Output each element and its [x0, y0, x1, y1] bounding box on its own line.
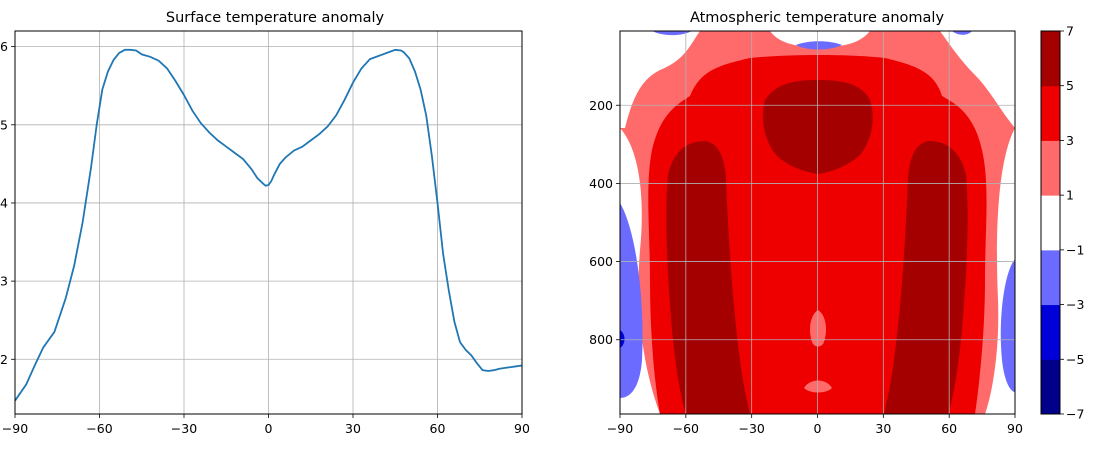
- contour-level-neg3-to-neg1: [652, 31, 692, 36]
- y-tick-label: 5: [0, 117, 8, 132]
- x-tick-label: −90: [2, 421, 28, 436]
- colorbar-segment: [1041, 140, 1060, 196]
- x-tick-label: −60: [673, 421, 699, 436]
- contour-level-neg1-to-1: [770, 31, 870, 47]
- contour-level-neg5-to-neg3: [620, 330, 625, 348]
- colorbar: −7 −5 −3 −1 1 3 5 7: [1040, 24, 1084, 422]
- atmospheric-ticks: −90 −60 −30 0 30 60 90 200 400 600 800: [589, 98, 1023, 436]
- contour-level-1-to-3: [810, 310, 826, 347]
- x-tick-label: 90: [1007, 421, 1023, 436]
- surface-chart: Surface temperature anomaly −90 −60 −30 0 30…: [0, 10, 530, 436]
- x-tick-label: 0: [814, 421, 822, 436]
- x-tick-label: −90: [607, 421, 633, 436]
- y-tick-label: 3: [0, 274, 8, 289]
- x-tick-label: −30: [171, 421, 197, 436]
- y-tick-label: 800: [589, 332, 613, 347]
- surface-ticks: −90 −60 −30 0 30 60 90 2 3 4 5 6: [0, 39, 530, 436]
- contour-level-neg3-to-neg1: [796, 41, 842, 50]
- contour-level-neg1-to-1: [940, 31, 1015, 128]
- y-tick-label: 2: [0, 352, 8, 367]
- contour-level-neg3-to-neg1: [952, 31, 972, 35]
- x-tick-label: 60: [941, 421, 957, 436]
- y-tick-label: 4: [0, 195, 8, 210]
- colorbar-frame: [1040, 30, 1061, 415]
- colorbar-tick-label: −1: [1066, 242, 1084, 257]
- x-tick-label: 90: [514, 421, 530, 436]
- contour-field: [620, 31, 1015, 414]
- atmospheric-chart: Atmospheric temperature anomaly: [589, 10, 1023, 436]
- y-tick-label: 6: [0, 39, 8, 54]
- colorbar-segment: [1041, 195, 1060, 251]
- contour-level-neg3-to-neg1: [1000, 259, 1015, 392]
- colorbar-tick-label: −3: [1066, 297, 1084, 312]
- contour-level-above-5: [884, 141, 968, 414]
- colorbar-tick-label: −5: [1066, 352, 1084, 367]
- y-tick-label: 600: [589, 254, 613, 269]
- x-tick-label: −60: [86, 421, 112, 436]
- x-tick-label: 60: [430, 421, 446, 436]
- atmospheric-chart-title: Atmospheric temperature anomaly: [690, 10, 945, 26]
- surface-gridlines: [14, 31, 523, 414]
- x-tick-label: 0: [265, 421, 273, 436]
- y-tick-label: 400: [589, 176, 613, 191]
- contour-level-1-to-3: [804, 380, 832, 393]
- colorbar-segment: [1041, 249, 1060, 306]
- x-tick-label: 30: [345, 421, 361, 436]
- colorbar-segment: [1041, 85, 1060, 141]
- colorbar-tick-label: 3: [1066, 133, 1074, 148]
- colorbar-segment: [1041, 359, 1060, 415]
- contour-level-neg3-to-neg1: [620, 203, 643, 398]
- surface-anomaly-line: [15, 48, 522, 402]
- contour-level-neg1-to-1: [620, 31, 700, 128]
- colorbar-segment: [1041, 31, 1060, 87]
- colorbar-tick-label: 5: [1066, 78, 1074, 93]
- colorbar-tick-label: 7: [1066, 24, 1074, 39]
- x-tick-label: 30: [875, 421, 891, 436]
- atmospheric-gridlines: [620, 31, 1015, 414]
- contour-level-above-5: [666, 141, 750, 414]
- colorbar-segment: [1041, 304, 1060, 360]
- colorbar-tick-label: −7: [1066, 407, 1084, 422]
- surface-chart-title: Surface temperature anomaly: [166, 10, 385, 26]
- x-tick-label: −30: [738, 421, 764, 436]
- y-tick-label: 200: [589, 98, 613, 113]
- colorbar-tick-label: 1: [1066, 188, 1074, 203]
